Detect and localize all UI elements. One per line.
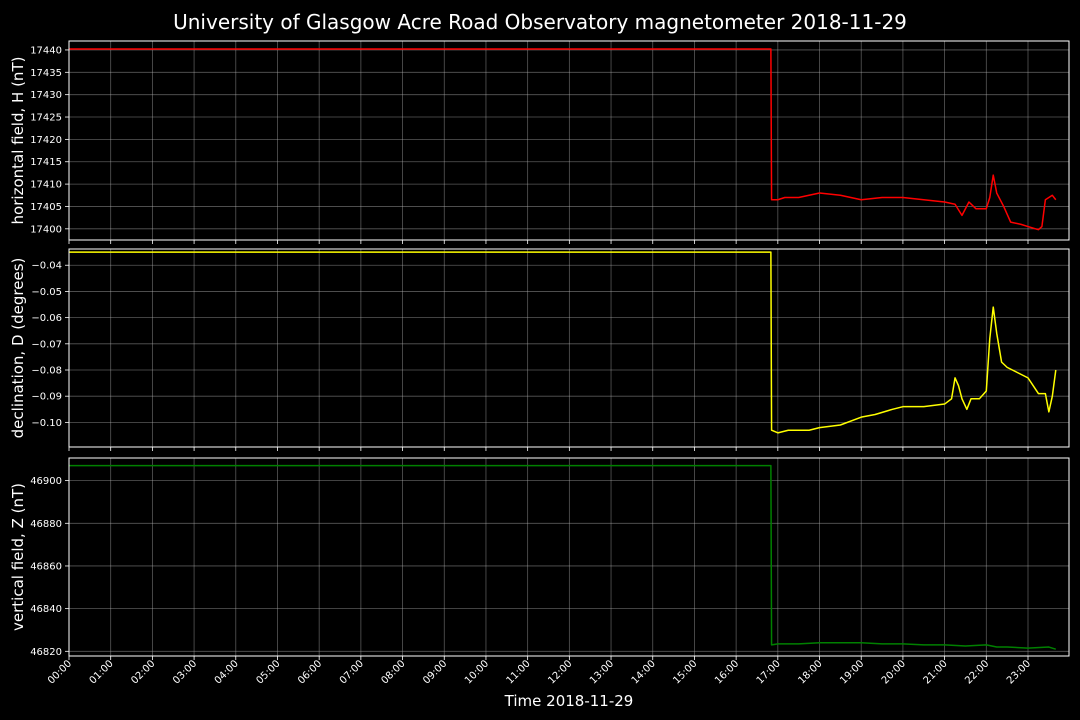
y-tick-label: 17425 bbox=[30, 113, 62, 124]
x-tick-label: 08:00 bbox=[380, 658, 408, 686]
x-tick-label: 11:00 bbox=[505, 658, 533, 686]
x-tick-label: 10:00 bbox=[463, 658, 491, 686]
y-tick-label: 17405 bbox=[30, 202, 62, 213]
x-tick-label: 15:00 bbox=[671, 658, 699, 686]
y-axis-label: declination, D (degrees) bbox=[9, 258, 27, 439]
y-tick-label: 46900 bbox=[30, 476, 62, 487]
x-tick-label: 03:00 bbox=[171, 658, 199, 686]
x-tick-label: 23:00 bbox=[1005, 658, 1033, 686]
y-tick-label: 46880 bbox=[30, 519, 62, 530]
chart-title: University of Glasgow Acre Road Observat… bbox=[173, 10, 907, 34]
y-tick-label: 46820 bbox=[30, 647, 62, 658]
panels: 17400 17405 17410 17415 17420 17425 17430 17435… bbox=[9, 40, 1070, 687]
x-tick-label: 06:00 bbox=[296, 658, 324, 686]
x-tick-label: 09:00 bbox=[421, 658, 449, 686]
y-tick-label: 17410 bbox=[30, 180, 62, 191]
x-tick-label: 04:00 bbox=[213, 658, 241, 686]
y-tick-label: 17400 bbox=[30, 224, 62, 235]
series-line-horizontal-field bbox=[69, 48, 1057, 231]
panel-vertical-field: 00:00 01:00 02:00 03:00 04:00 05:00 06:00 07:00… bbox=[9, 457, 1070, 687]
x-tick-label: 16:00 bbox=[713, 658, 741, 686]
x-tick-label: 18:00 bbox=[796, 658, 824, 686]
y-tick-label: −0.04 bbox=[31, 261, 62, 272]
y-tick-label: −0.10 bbox=[31, 418, 62, 429]
x-tick-label: 21:00 bbox=[922, 658, 950, 686]
x-tick-label: 14:00 bbox=[630, 658, 658, 686]
y-tick-label: 46840 bbox=[30, 604, 62, 615]
x-tick-label: 00:00 bbox=[46, 658, 74, 686]
y-tick-label: −0.08 bbox=[31, 366, 62, 377]
x-tick-label: 19:00 bbox=[838, 658, 866, 686]
series-line-vertical-field bbox=[69, 464, 1057, 650]
y-axis-label: vertical field, Z (nT) bbox=[9, 483, 27, 631]
y-tick-label: 17415 bbox=[30, 157, 62, 168]
panel-horizontal-field: 17400 17405 17410 17415 17420 17425 17430 17435… bbox=[9, 40, 1070, 244]
y-axis-label: horizontal field, H (nT) bbox=[9, 57, 27, 225]
y-tick-label: −0.07 bbox=[31, 339, 62, 350]
y-tick-label: −0.05 bbox=[31, 287, 62, 298]
x-tick-label: 02:00 bbox=[129, 658, 157, 686]
x-tick-label: 01:00 bbox=[88, 658, 116, 686]
x-tick-label: 07:00 bbox=[338, 658, 366, 686]
x-tick-label: 05:00 bbox=[254, 658, 282, 686]
y-tick-label: −0.06 bbox=[31, 313, 62, 324]
y-tick-label: 17420 bbox=[30, 135, 62, 146]
x-tick-label: 20:00 bbox=[880, 658, 908, 686]
y-tick-label: 17435 bbox=[30, 68, 62, 79]
y-tick-label: 17430 bbox=[30, 90, 62, 101]
panel-frame bbox=[68, 248, 1070, 448]
panel-frame bbox=[68, 40, 1070, 241]
y-tick-label: 17440 bbox=[30, 45, 62, 56]
panel-declination: −0.10 −0.09 −0.08 −0.07 −0.06 −0.05 −0.04 decli… bbox=[9, 248, 1070, 451]
series-line-declination bbox=[69, 251, 1057, 434]
y-tick-label: 46860 bbox=[30, 561, 62, 572]
x-tick-label: 22:00 bbox=[963, 658, 991, 686]
panel-frame bbox=[68, 457, 1070, 657]
y-tick-label: −0.09 bbox=[31, 392, 62, 403]
x-axis-label: Time 2018-11-29 bbox=[504, 692, 634, 710]
x-tick-label: 17:00 bbox=[755, 658, 783, 686]
x-tick-label: 12:00 bbox=[546, 658, 574, 686]
x-tick-label: 13:00 bbox=[588, 658, 616, 686]
